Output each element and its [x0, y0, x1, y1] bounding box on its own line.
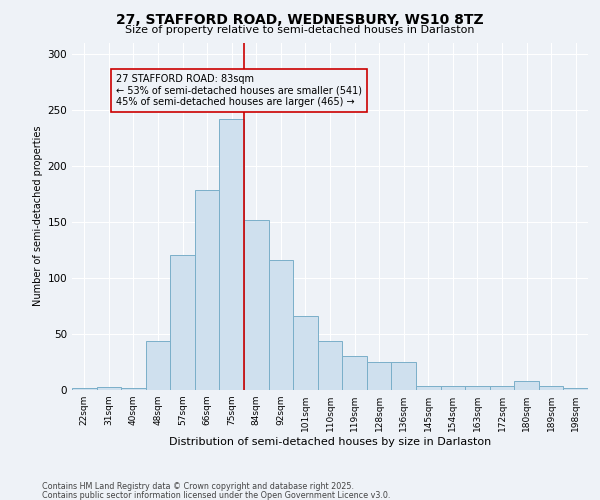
Text: 27, STAFFORD ROAD, WEDNESBURY, WS10 8TZ: 27, STAFFORD ROAD, WEDNESBURY, WS10 8TZ — [116, 12, 484, 26]
Bar — [72, 388, 97, 390]
Text: Contains public sector information licensed under the Open Government Licence v3: Contains public sector information licen… — [42, 490, 391, 500]
Text: Size of property relative to semi-detached houses in Darlaston: Size of property relative to semi-detach… — [125, 25, 475, 35]
Bar — [367, 362, 391, 390]
Bar — [293, 316, 318, 390]
Bar — [490, 386, 514, 390]
Bar — [318, 340, 342, 390]
Bar — [220, 118, 244, 390]
Bar — [146, 340, 170, 390]
X-axis label: Distribution of semi-detached houses by size in Darlaston: Distribution of semi-detached houses by … — [169, 437, 491, 447]
Bar — [269, 260, 293, 390]
Text: 27 STAFFORD ROAD: 83sqm
← 53% of semi-detached houses are smaller (541)
45% of s: 27 STAFFORD ROAD: 83sqm ← 53% of semi-de… — [116, 74, 362, 107]
Bar — [440, 386, 465, 390]
Bar — [195, 190, 220, 390]
Bar — [514, 381, 539, 390]
Bar — [97, 386, 121, 390]
Bar — [342, 356, 367, 390]
Bar — [465, 386, 490, 390]
Bar — [170, 256, 195, 390]
Bar — [539, 386, 563, 390]
Bar — [416, 386, 440, 390]
Bar — [391, 362, 416, 390]
Bar — [121, 388, 146, 390]
Bar — [244, 220, 269, 390]
Text: Contains HM Land Registry data © Crown copyright and database right 2025.: Contains HM Land Registry data © Crown c… — [42, 482, 354, 491]
Y-axis label: Number of semi-detached properties: Number of semi-detached properties — [33, 126, 43, 306]
Bar — [563, 388, 588, 390]
